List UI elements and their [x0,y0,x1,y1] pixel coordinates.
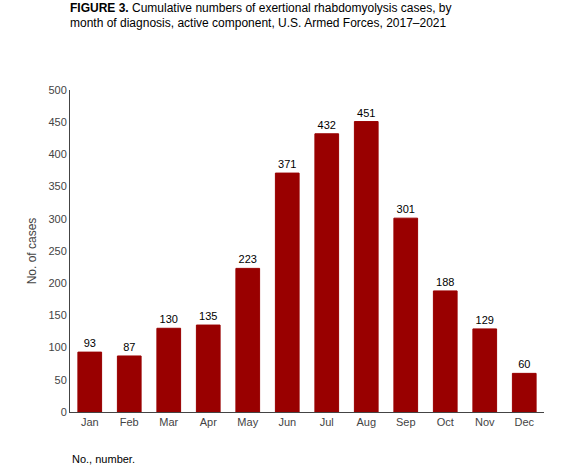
svg-text:150: 150 [48,309,66,321]
svg-text:May: May [237,416,258,428]
svg-text:60: 60 [518,358,530,370]
svg-text:Jul: Jul [320,416,334,428]
svg-text:100: 100 [48,341,66,353]
svg-text:400: 400 [48,148,66,160]
svg-text:451: 451 [357,107,375,119]
svg-text:432: 432 [318,119,336,131]
svg-text:Oct: Oct [437,416,454,428]
svg-text:300: 300 [48,213,66,225]
svg-text:No., number.: No., number. [72,453,135,465]
svg-text:129: 129 [476,314,494,326]
svg-text:Jan: Jan [81,416,99,428]
svg-text:188: 188 [436,276,454,288]
svg-text:130: 130 [160,313,178,325]
svg-text:87: 87 [123,341,135,353]
svg-text:FIGURE 3. Cumulative numbers o: FIGURE 3. Cumulative numbers of exertion… [70,1,452,31]
svg-text:Apr: Apr [200,416,217,428]
svg-text:Aug: Aug [356,416,376,428]
svg-text:Sep: Sep [396,416,416,428]
svg-text:93: 93 [84,337,96,349]
svg-text:200: 200 [48,277,66,289]
svg-text:Jun: Jun [278,416,296,428]
svg-text:250: 250 [48,245,66,257]
svg-text:Feb: Feb [120,416,139,428]
svg-text:No. of cases: No. of cases [25,218,39,285]
svg-text:350: 350 [48,180,66,192]
svg-text:135: 135 [199,310,217,322]
svg-text:50: 50 [55,374,67,386]
svg-text:223: 223 [239,253,257,265]
svg-text:450: 450 [48,116,66,128]
svg-text:Nov: Nov [475,416,495,428]
svg-text:371: 371 [278,158,296,170]
svg-text:Dec: Dec [514,416,534,428]
svg-text:Mar: Mar [159,416,178,428]
svg-text:301: 301 [397,203,415,215]
svg-text:500: 500 [48,84,66,96]
svg-text:0: 0 [61,406,67,418]
